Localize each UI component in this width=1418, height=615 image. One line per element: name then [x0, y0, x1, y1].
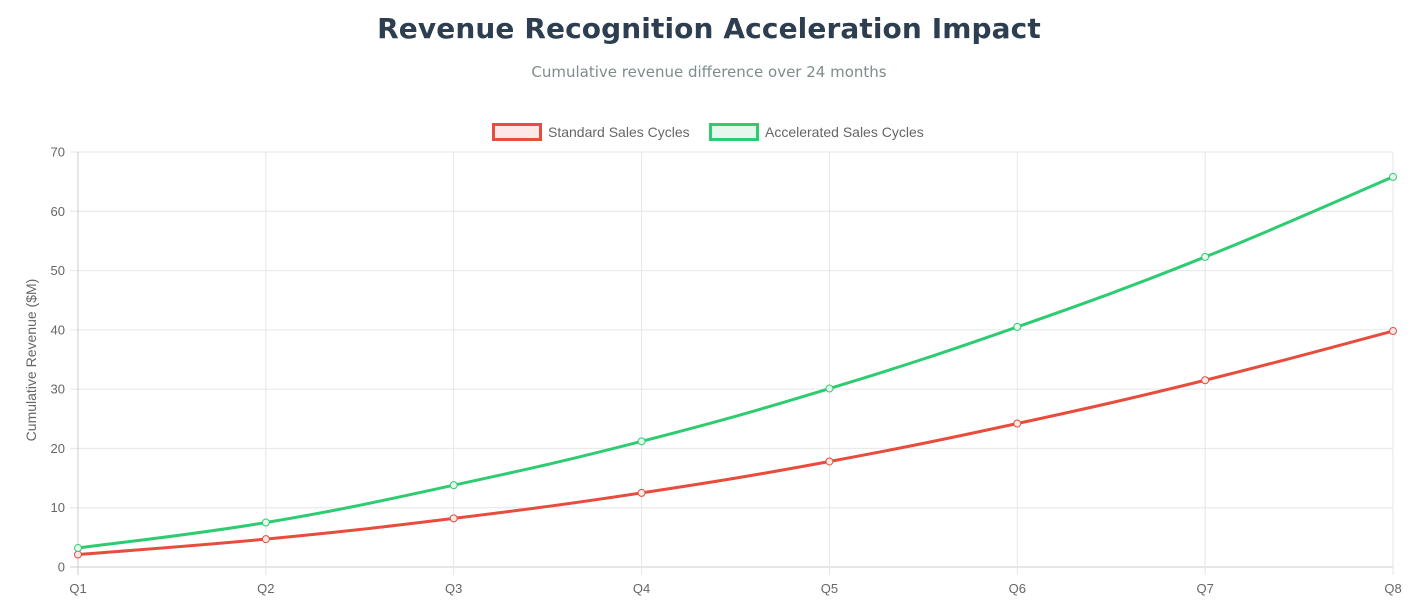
y-tick-label: 40: [51, 322, 65, 337]
data-point[interactable]: [449, 481, 458, 490]
x-tick-label: Q1: [69, 581, 86, 596]
data-point[interactable]: [74, 550, 82, 559]
x-axis-ticks: Q1 Q2 Q3 Q4 Q5 Q6 Q7 Q8: [69, 581, 1401, 596]
legend-item-standard[interactable]: Standard Sales Cycles: [492, 123, 690, 141]
x-tick-label: Q2: [257, 581, 274, 596]
legend-item-accelerated[interactable]: Accelerated Sales Cycles: [709, 123, 924, 141]
data-point[interactable]: [261, 535, 270, 544]
data-point[interactable]: [1389, 172, 1397, 181]
y-tick-label: 30: [51, 382, 65, 397]
chart-subtitle: Cumulative revenue difference over 24 mo…: [531, 63, 887, 81]
legend-swatch: [492, 123, 542, 141]
y-tick-label: 60: [51, 204, 65, 219]
x-tick-label: Q7: [1196, 581, 1213, 596]
chart-title: Revenue Recognition Acceleration Impact: [377, 12, 1041, 45]
y-axis-title: Cumulative Revenue ($M): [23, 279, 39, 442]
series-group: [74, 172, 1397, 559]
legend: Standard Sales Cycles Accelerated Sales C…: [492, 123, 924, 141]
y-axis-ticks: 0 10 20 30 40 50 60 70: [51, 145, 65, 575]
grid-lines: [70, 151, 1394, 575]
x-tick-label: Q8: [1384, 581, 1401, 596]
legend-label: Standard Sales Cycles: [548, 124, 690, 140]
data-point[interactable]: [1201, 252, 1210, 261]
y-tick-label: 10: [51, 500, 65, 515]
legend-label: Accelerated Sales Cycles: [765, 124, 924, 140]
data-point[interactable]: [74, 544, 82, 553]
series-line: [76, 329, 1395, 557]
y-tick-label: 20: [51, 441, 65, 456]
data-point[interactable]: [825, 384, 834, 393]
data-point[interactable]: [825, 457, 834, 466]
y-tick-label: 0: [58, 560, 65, 575]
series-accelerated: [74, 172, 1397, 553]
data-point[interactable]: [1013, 322, 1022, 331]
series-standard: [74, 327, 1397, 559]
data-point[interactable]: [637, 437, 646, 446]
data-point[interactable]: [1389, 327, 1397, 336]
data-point[interactable]: [1201, 376, 1210, 385]
data-point[interactable]: [1013, 419, 1022, 428]
y-tick-label: 50: [51, 263, 65, 278]
x-tick-label: Q5: [821, 581, 838, 596]
x-tick-label: Q3: [445, 581, 462, 596]
x-tick-label: Q4: [633, 581, 650, 596]
x-tick-label: Q6: [1009, 581, 1026, 596]
data-point[interactable]: [261, 518, 270, 527]
y-tick-label: 70: [51, 145, 65, 160]
data-point[interactable]: [449, 514, 458, 523]
data-point[interactable]: [637, 488, 646, 497]
series-line: [76, 175, 1395, 550]
legend-swatch: [709, 123, 759, 141]
